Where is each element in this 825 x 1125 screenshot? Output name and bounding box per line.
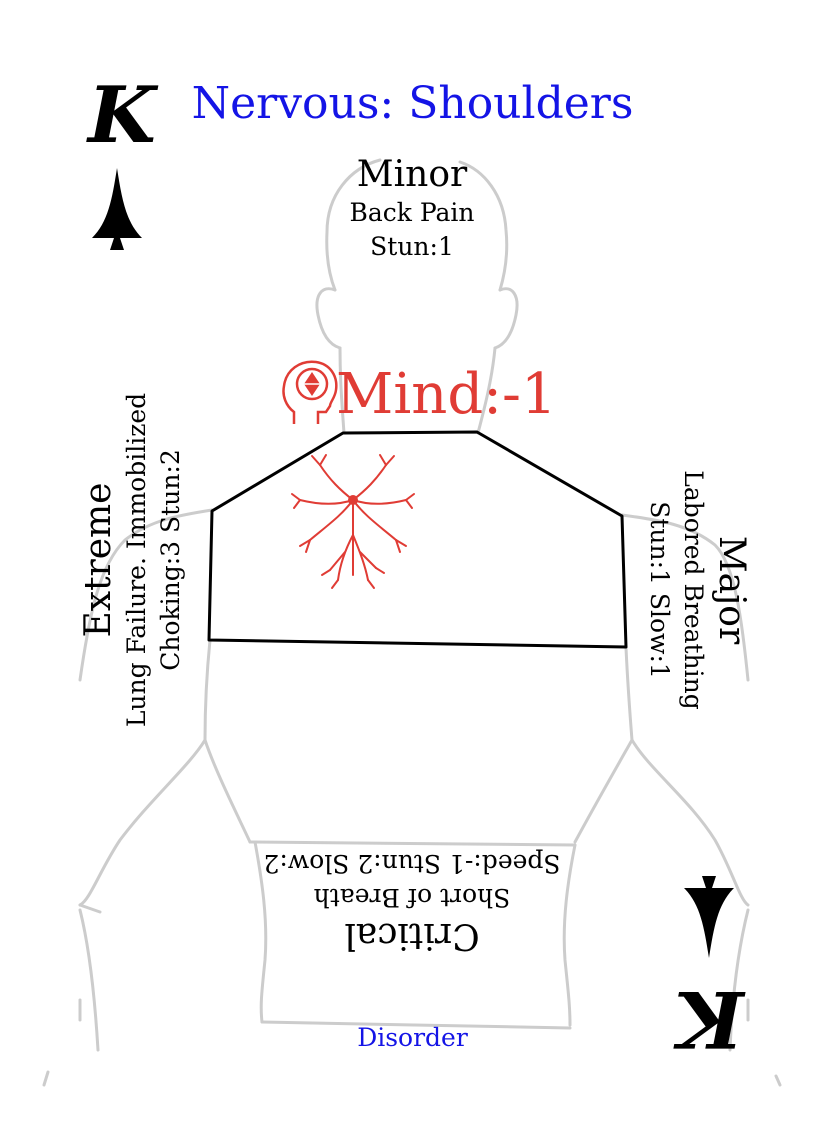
critical-effect-line-2: Speed:-1 Stun:2 Slow:2 [263, 849, 561, 878]
critical-severity: Critical Short of Breath Speed:-1 Stun:2… [212, 846, 612, 956]
major-effect-line-2: Stun:1 Slow:1 [645, 501, 674, 679]
extreme-title: Extreme [78, 482, 119, 638]
major-title: Major [711, 535, 752, 645]
minor-effect-line-2: Stun:1 [370, 232, 454, 261]
shoulder-region [207, 430, 628, 649]
minor-title: Minor [356, 154, 468, 195]
extreme-effect-line-2: Choking:3 Stun:2 [156, 449, 185, 671]
major-severity: Major Labored Breathing Stun:1 Slow:1 [642, 390, 752, 790]
head-mind-icon [282, 360, 338, 424]
spade-icon [92, 168, 142, 250]
nerve-icon [291, 454, 415, 589]
major-effect-line-1: Labored Breathing [679, 470, 708, 710]
rank-letter-top: K [88, 70, 156, 161]
extreme-effect-line-1: Lung Failure. Immobilized [122, 392, 151, 728]
minor-severity: Minor Back Pain Stun:1 [262, 154, 562, 264]
extreme-severity: Extreme Lung Failure. Immobilized Chokin… [78, 360, 188, 760]
card-title: Nervous: Shoulders [191, 78, 634, 129]
card-footer: Disorder [357, 1023, 468, 1052]
spade-icon-bottom [684, 876, 734, 958]
minor-effect-line-1: Back Pain [349, 198, 475, 227]
mind-effect-label: Mind:-1 [336, 362, 557, 427]
critical-effect-line-1: Short of Breath [313, 883, 511, 912]
critical-title: Critical [344, 915, 480, 956]
